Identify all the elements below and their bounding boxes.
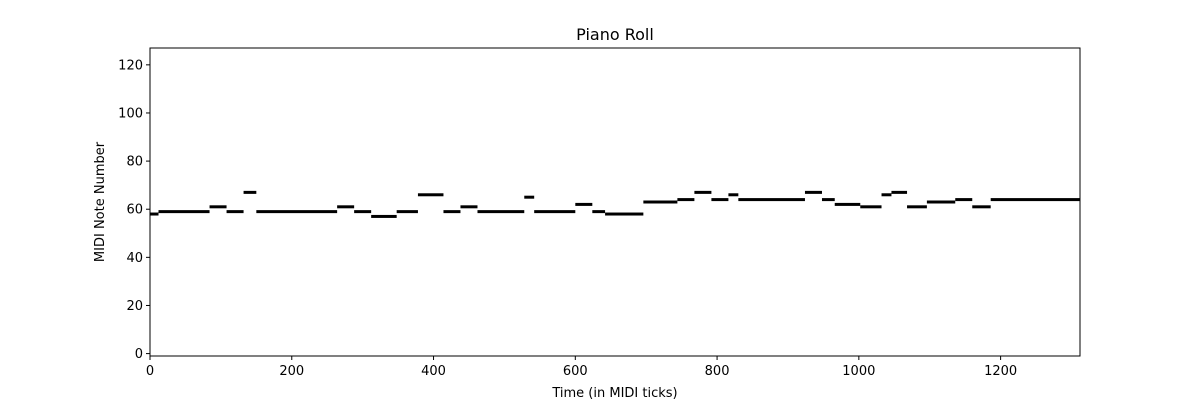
y-tick-label: 20 (126, 299, 143, 314)
note-bar (396, 210, 418, 214)
note-bar (337, 205, 355, 209)
x-tick-label: 800 (705, 364, 730, 379)
note-bar (926, 200, 956, 204)
notes-layer (150, 190, 1080, 218)
note-bar (354, 210, 372, 214)
note-bar (605, 212, 644, 216)
y-tick-label: 60 (126, 203, 143, 218)
note-bar (524, 195, 535, 199)
y-tick-label: 80 (126, 155, 143, 170)
note-bar (907, 205, 927, 209)
x-tick-label: 200 (279, 364, 304, 379)
note-bar (226, 210, 244, 214)
note-bar (891, 190, 908, 194)
note-bar (955, 198, 973, 202)
x-tick-label: 1000 (842, 364, 875, 379)
note-bar (477, 210, 525, 214)
note-bar (677, 198, 695, 202)
note-bar (694, 190, 712, 194)
x-tick-label: 1200 (984, 364, 1017, 379)
note-bar (881, 193, 892, 197)
y-axis-label: MIDI Note Number (93, 141, 108, 262)
note-bar (256, 210, 338, 214)
note-bar (804, 190, 822, 194)
note-bar (990, 198, 1080, 202)
note-bar (834, 202, 861, 206)
note-bar (150, 212, 159, 216)
note-bar (738, 198, 805, 202)
chart-title: Piano Roll (576, 25, 654, 44)
x-tick-label: 600 (563, 364, 588, 379)
y-axis: 0 20 40 60 80 100 120 (118, 58, 150, 362)
note-bar (860, 205, 882, 209)
note-bar (534, 210, 576, 214)
note-bar (209, 205, 227, 209)
note-bar (371, 214, 397, 218)
note-bar (575, 202, 593, 206)
note-bar (158, 210, 210, 214)
note-bar (972, 205, 991, 209)
plot-frame (149, 47, 1081, 357)
note-bar (243, 190, 257, 194)
note-bar (592, 210, 606, 214)
y-tick-label: 40 (126, 251, 143, 266)
x-tick-label: 0 (146, 364, 154, 379)
note-bar (417, 193, 444, 197)
note-bar (711, 198, 729, 202)
note-bar (821, 198, 835, 202)
y-tick-label: 0 (135, 347, 143, 362)
note-bar (643, 200, 678, 204)
y-tick-label: 100 (118, 106, 143, 121)
note-bar (460, 205, 478, 209)
note-bar (443, 210, 461, 214)
y-tick-label: 120 (118, 58, 143, 73)
x-tick-label: 400 (421, 364, 446, 379)
x-axis-label: Time (in MIDI ticks) (551, 386, 677, 400)
note-bar (728, 193, 739, 197)
x-axis: 0 200 400 600 800 1000 1200 (146, 356, 1017, 379)
